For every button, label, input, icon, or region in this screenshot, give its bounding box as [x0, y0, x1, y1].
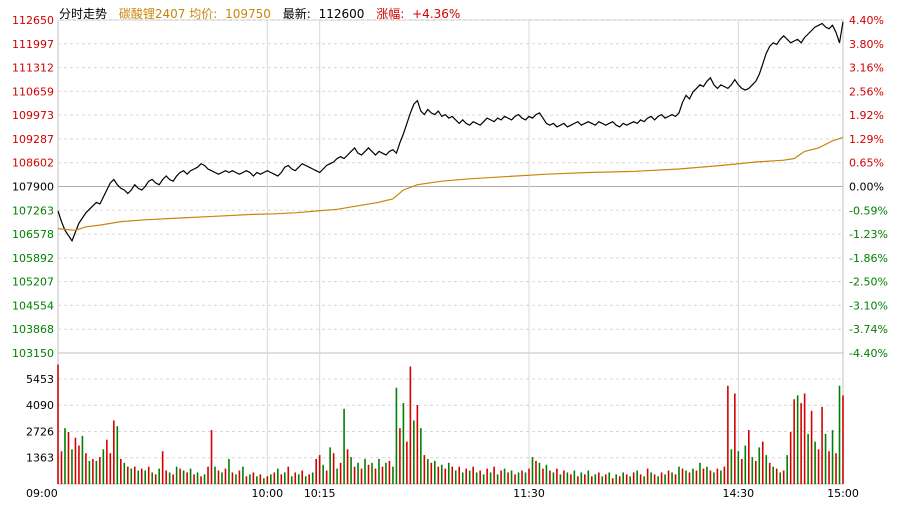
percent-tick-label: 3.80% [849, 38, 884, 51]
chart-header: 分时走势 碳酸锂2407 均价: 109750 最新: 112600 涨幅: +… [59, 5, 460, 22]
price-tick-label: 104554 [12, 299, 54, 312]
price-line [57, 21, 844, 243]
price-tick-label: 103868 [12, 323, 54, 336]
change-label: 涨幅: [376, 7, 405, 21]
volume-tick-label: 1363 [26, 452, 54, 465]
time-tick-label: 15:00 [827, 487, 859, 500]
instrument-name: 碳酸锂2407 [118, 7, 186, 21]
percent-tick-label: 0.00% [849, 181, 884, 194]
percent-tick-label: -0.59% [849, 204, 888, 217]
price-tick-label: 112650 [12, 14, 54, 27]
volume-tick-label: 5453 [26, 373, 54, 386]
percent-tick-label: -1.23% [849, 228, 888, 241]
price-tick-label: 105892 [12, 252, 54, 265]
percent-tick-label: -1.86% [849, 252, 888, 265]
percent-tick-label: -3.74% [849, 323, 888, 336]
percent-tick-label: -3.10% [849, 299, 888, 312]
price-tick-label: 109973 [12, 109, 54, 122]
last-price-value: 112600 [318, 7, 365, 21]
percent-tick-label: -2.50% [849, 276, 888, 289]
price-tick-label: 107900 [12, 181, 54, 194]
panel-title: 分时走势 [59, 7, 108, 21]
avg-price-value: 109750 [225, 7, 271, 21]
percent-tick-label: 1.92% [849, 109, 884, 122]
time-tick-label: 10:00 [251, 487, 283, 500]
price-tick-label: 108602 [12, 157, 54, 170]
price-tick-label: 109287 [12, 133, 54, 146]
price-tick-label: 106578 [12, 228, 54, 241]
price-tick-label: 105207 [12, 276, 54, 289]
percent-tick-label: 4.40% [849, 14, 884, 27]
percent-tick-label: -4.40% [849, 347, 888, 360]
plot-frame [57, 19, 844, 485]
time-tick-label: 09:00 [26, 487, 58, 500]
percent-tick-label: 1.29% [849, 133, 884, 146]
volume-tick-label: 4090 [26, 399, 54, 412]
time-tick-label: 10:15 [304, 487, 336, 500]
percent-tick-label: 2.56% [849, 85, 884, 98]
price-tick-label: 111997 [12, 38, 54, 51]
price-tick-label: 107263 [12, 204, 54, 217]
average-price-line [57, 136, 844, 231]
last-price-label: 最新: [282, 7, 311, 21]
time-tick-label: 14:30 [722, 487, 754, 500]
percent-tick-label: 0.65% [849, 157, 884, 170]
percent-tick-label: 3.16% [849, 62, 884, 75]
change-value: +4.36% [412, 7, 461, 21]
avg-price-label: 均价: [189, 7, 218, 21]
price-tick-label: 111312 [12, 62, 54, 75]
volume-tick-label: 2726 [26, 425, 54, 438]
price-tick-label: 103150 [12, 347, 54, 360]
time-tick-label: 11:30 [513, 487, 545, 500]
price-tick-label: 110659 [12, 85, 54, 98]
